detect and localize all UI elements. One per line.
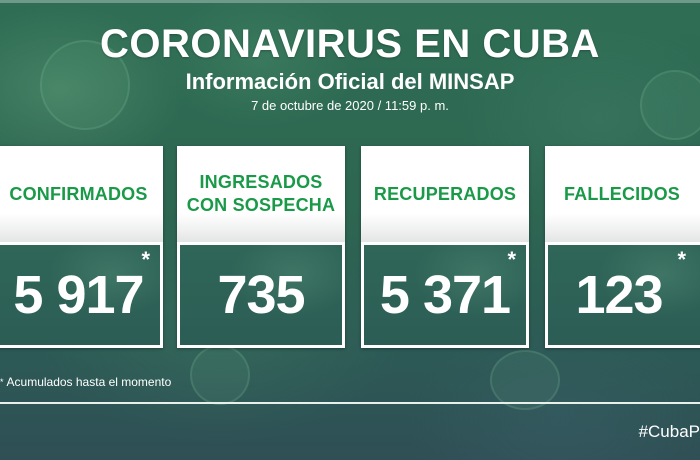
- hashtag: #CubaP: [638, 422, 700, 441]
- virus-decoration: [640, 70, 700, 140]
- card-label-text: RECUPERADOS: [373, 183, 517, 204]
- card-value-panel: 5 371 *: [364, 245, 526, 345]
- asterisk-marker: *: [677, 247, 686, 272]
- footer-divider: [0, 402, 700, 404]
- page-subtitle: Información Oficial del MINSAP: [185, 69, 515, 94]
- asterisk-marker: *: [507, 247, 516, 272]
- card-label-line1: INGRESADOS: [199, 172, 323, 192]
- stat-card-confirmados: CONFIRMADOS 5 917 *: [0, 146, 163, 348]
- card-value: 123: [575, 265, 663, 325]
- footnote-text: Acumulados hasta el momento: [6, 375, 172, 389]
- card-label-text: CONFIRMADOS: [9, 183, 148, 204]
- stat-card-fallecidos: FALLECIDOS 123 *: [545, 146, 700, 348]
- card-value-panel: 735: [180, 245, 342, 345]
- card-label: CONFIRMADOS: [0, 146, 163, 242]
- card-value: 5 917: [13, 265, 144, 325]
- card-value-panel: 123 *: [548, 245, 700, 345]
- stat-card-recuperados: RECUPERADOS 5 371 *: [361, 146, 529, 348]
- virus-decoration: [190, 345, 250, 405]
- page-title: CORONAVIRUS EN CUBA: [100, 22, 600, 66]
- footnote-marker: *: [0, 377, 4, 387]
- report-date: 7 de octubre de 2020 / 11:59 p. m.: [251, 98, 449, 113]
- asterisk-marker: *: [141, 247, 150, 272]
- card-label-line2: CON SOSPECHA: [186, 195, 336, 215]
- virus-decoration: [40, 40, 130, 130]
- card-label: RECUPERADOS: [361, 146, 529, 242]
- card-value-panel: 5 917 *: [0, 245, 160, 345]
- card-label-text: FALLECIDOS: [563, 183, 680, 204]
- card-value: 5 371: [379, 265, 511, 325]
- card-label: INGRESADOS CON SOSPECHA: [177, 146, 345, 242]
- stat-card-ingresados: INGRESADOS CON SOSPECHA 735: [177, 146, 345, 348]
- top-strip: [0, 0, 700, 3]
- virus-decoration: [490, 350, 560, 410]
- card-value: 735: [217, 265, 305, 325]
- footnote: * Acumulados hasta el momento: [0, 375, 171, 389]
- card-label: FALLECIDOS: [545, 146, 700, 242]
